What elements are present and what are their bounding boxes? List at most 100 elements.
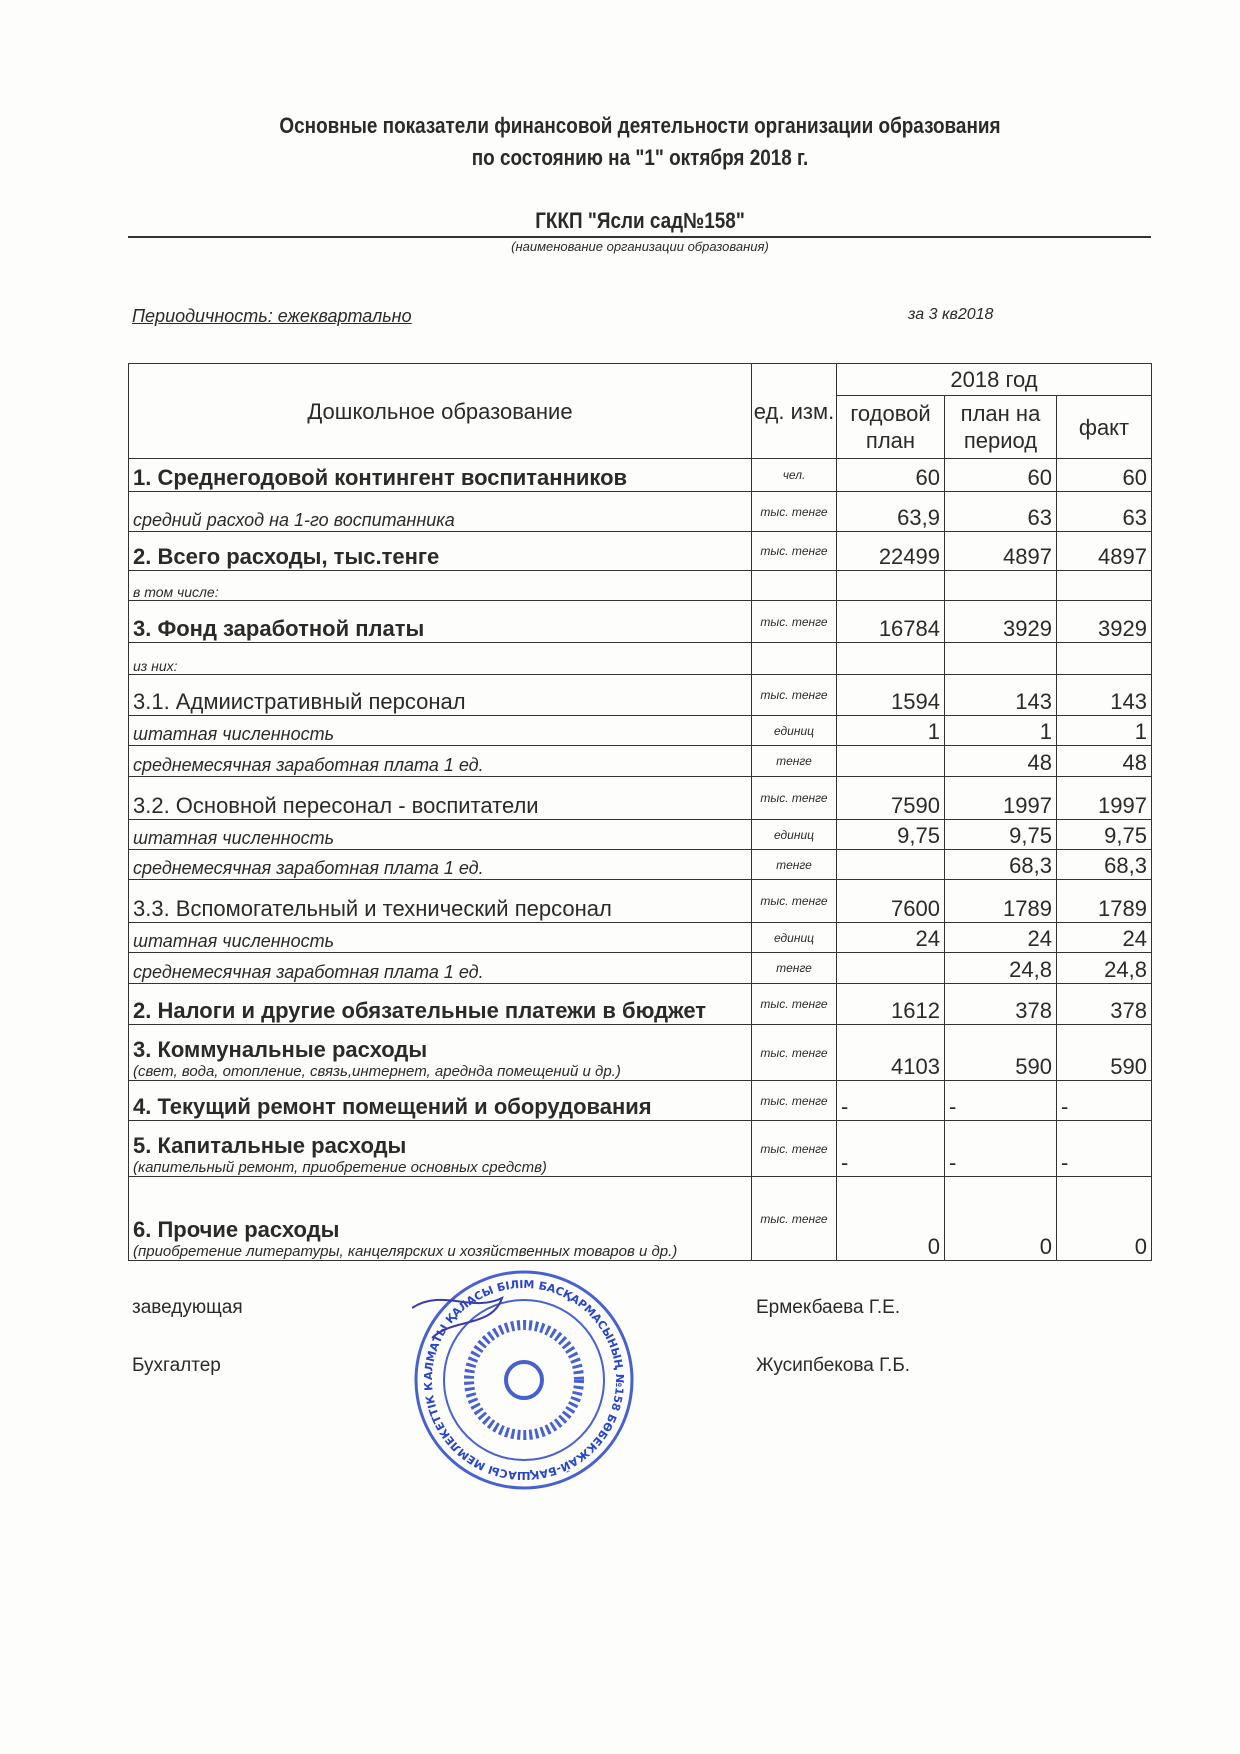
row-annual-plan: 1: [836, 715, 945, 746]
row-unit: единиц: [751, 715, 837, 746]
row-unit: тенге: [751, 849, 837, 880]
header-unit: ед. изм.: [751, 363, 837, 459]
row-fact: 1997: [1056, 776, 1152, 820]
row-period-plan: 24,8: [944, 952, 1057, 984]
row-annual-plan: [836, 570, 945, 601]
row-label: 6. Прочие расходы (приобретение литератур…: [128, 1176, 752, 1261]
row-annual-plan: 22499: [836, 531, 945, 571]
row-annual-plan: -: [836, 1080, 945, 1121]
table-row: 3.1. Адмиистративный персонал тыс. тенге 1…: [128, 674, 1152, 716]
organization-underline: [128, 236, 1151, 238]
row-fact: 24,8: [1056, 952, 1152, 984]
row-period-plan: 1997: [944, 776, 1057, 820]
row-unit: тыс. тенге: [751, 674, 837, 716]
row-period-plan: 590: [944, 1024, 1057, 1081]
table-row: среднемесячная заработная плата 1 ед. тен…: [128, 745, 1152, 777]
row-label: 2. Налоги и другие обязательные платежи …: [128, 983, 752, 1025]
table-row: в том числе:: [128, 570, 1152, 601]
document-title-line2: по состоянию на "1" октября 2018 г.: [471, 145, 809, 170]
head-name: Ермекбаева Г.Е.: [756, 1297, 901, 1318]
document-title-line1: Основные показатели финансовой деятельно…: [279, 113, 1001, 138]
header-year: 2018 год: [836, 363, 1152, 396]
table-row: среднемесячная заработная плата 1 ед. тен…: [128, 952, 1152, 984]
row-annual-plan: 24: [836, 922, 945, 953]
row-annual-plan: 9,75: [836, 819, 945, 850]
row-label: 3.2. Основной пересонал - воспитатели: [128, 776, 752, 820]
table-row: 6. Прочие расходы (приобретение литератур…: [128, 1176, 1152, 1261]
row-period-plan: 48: [944, 745, 1057, 777]
row-period-plan: 378: [944, 983, 1057, 1025]
accountant-title: Бухгалтер: [132, 1355, 221, 1376]
row-period-plan: 3929: [944, 600, 1057, 643]
row-fact: -: [1056, 1120, 1152, 1177]
row-annual-plan: 16784: [836, 600, 945, 643]
row-unit: [751, 570, 837, 601]
row-label: 3.3. Вспомогательный и технический персо…: [128, 879, 752, 923]
row-period-plan: 4897: [944, 531, 1057, 571]
organization-caption: (наименование организации образования): [511, 239, 769, 254]
accountant-name: Жусипбекова Г.Б.: [756, 1355, 911, 1376]
row-unit: тыс. тенге: [751, 776, 837, 820]
row-annual-plan: 0: [836, 1176, 945, 1261]
head-title: заведующая: [132, 1297, 243, 1318]
row-unit: единиц: [751, 922, 837, 953]
row-annual-plan: [836, 849, 945, 880]
row-fact: 68,3: [1056, 849, 1152, 880]
row-label: 3. Фонд заработной платы: [128, 600, 752, 643]
row-fact: [1056, 642, 1152, 675]
table-row: 1. Среднегодовой контингент воспитаннико…: [128, 458, 1152, 492]
row-label: в том числе:: [128, 570, 752, 601]
row-period-plan: -: [944, 1080, 1057, 1121]
table-row: штатная численность единиц 24 24 24: [128, 922, 1152, 953]
row-unit: тыс. тенге: [751, 1176, 837, 1261]
row-unit: тыс. тенге: [751, 1120, 837, 1177]
table-row: 3. Фонд заработной платы тыс. тенге 16784 3…: [128, 600, 1152, 643]
row-unit: чел.: [751, 458, 837, 492]
row-annual-plan: 7600: [836, 879, 945, 923]
row-annual-plan: 7590: [836, 776, 945, 820]
row-label: среднемесячная заработная плата 1 ед.: [128, 849, 752, 880]
header-fact: факт: [1056, 395, 1152, 459]
row-fact: 48: [1056, 745, 1152, 777]
row-fact: 1789: [1056, 879, 1152, 923]
row-fact: 60: [1056, 458, 1152, 492]
row-fact: -: [1056, 1080, 1152, 1121]
row-annual-plan: -: [836, 1120, 945, 1177]
table-row: средний расход на 1-го воспитанника тыс. …: [128, 491, 1152, 532]
row-unit: тенге: [751, 745, 837, 777]
row-label: средний расход на 1-го воспитанника: [128, 491, 752, 532]
row-annual-plan: 63,9: [836, 491, 945, 532]
financial-table: Дошкольное образование ед. изм. 2018 год…: [128, 363, 1152, 1261]
row-label: среднемесячная заработная плата 1 ед.: [128, 952, 752, 984]
row-fact: 590: [1056, 1024, 1152, 1081]
periodicity: Периодичность: ежеквартально: [132, 306, 412, 326]
row-period-plan: -: [944, 1120, 1057, 1177]
row-annual-plan: 1612: [836, 983, 945, 1025]
row-unit: тыс. тенге: [751, 983, 837, 1025]
row-period-plan: 143: [944, 674, 1057, 716]
row-label: среднемесячная заработная плата 1 ед.: [128, 745, 752, 777]
header-period-plan: план на период: [944, 395, 1057, 459]
table-row: 3. Коммунальные расходы (свет, вода, отоп…: [128, 1024, 1152, 1081]
row-annual-plan: [836, 642, 945, 675]
row-label: 4. Текущий ремонт помещений и оборудован…: [128, 1080, 752, 1121]
row-sublabel: (приобретение литературы, канцелярских и…: [133, 1243, 678, 1260]
table-row: 3.2. Основной пересонал - воспитатели тыс…: [128, 776, 1152, 820]
row-unit: [751, 642, 837, 675]
row-unit: тыс. тенге: [751, 1080, 837, 1121]
row-fact: 9,75: [1056, 819, 1152, 850]
official-stamp: АЛМАТЫ ҚАЛАСЫ БІЛІМ БАСҚАРМАСЫНЫҢ №158 Б…: [412, 1268, 634, 1490]
signature-mark: [412, 1296, 504, 1339]
row-annual-plan: [836, 745, 945, 777]
row-label: 1. Среднегодовой контингент воспитаннико…: [128, 458, 752, 492]
row-annual-plan: 1594: [836, 674, 945, 716]
row-annual-plan: [836, 952, 945, 984]
table-row: штатная численность единиц 1 1 1: [128, 715, 1152, 746]
row-fact: 143: [1056, 674, 1152, 716]
row-sublabel: (свет, вода, отопление, связь,интернет, …: [133, 1063, 621, 1080]
row-fact: 1: [1056, 715, 1152, 746]
row-unit: тыс. тенге: [751, 879, 837, 923]
row-period-plan: [944, 570, 1057, 601]
row-unit: тыс. тенге: [751, 491, 837, 532]
row-label: 3.1. Адмиистративный персонал: [128, 674, 752, 716]
